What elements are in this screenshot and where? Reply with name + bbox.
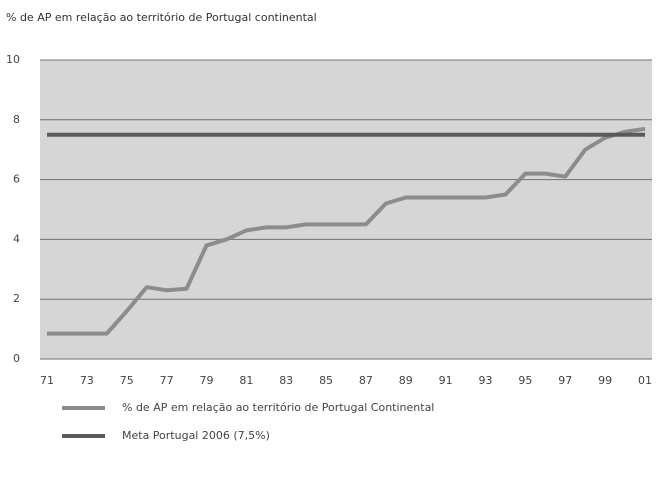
series-line bbox=[47, 126, 646, 336]
chart-title: % de AP em relação ao território de Port… bbox=[6, 11, 317, 24]
legend-label: Meta Portugal 2006 (7,5%) bbox=[122, 429, 270, 442]
y-tick-label: 6 bbox=[13, 173, 20, 186]
x-tick-label: 77 bbox=[160, 374, 174, 387]
x-tick-label: 95 bbox=[518, 374, 532, 387]
plot-area bbox=[40, 60, 652, 359]
x-tick-label: 89 bbox=[399, 374, 413, 387]
x-tick-label: 71 bbox=[40, 374, 54, 387]
x-tick-label: 81 bbox=[239, 374, 253, 387]
x-tick-label: 99 bbox=[598, 374, 612, 387]
y-tick-label: 4 bbox=[13, 232, 20, 245]
x-tick-label: 85 bbox=[319, 374, 333, 387]
x-tick-label: 87 bbox=[359, 374, 373, 387]
y-tick-label: 10 bbox=[6, 53, 20, 66]
x-tick-label: 93 bbox=[479, 374, 493, 387]
x-tick-label: 97 bbox=[558, 374, 572, 387]
y-tick-label: 0 bbox=[13, 352, 20, 365]
x-tick-label: 75 bbox=[120, 374, 134, 387]
x-tick-label: 83 bbox=[279, 374, 293, 387]
x-tick-label: 79 bbox=[199, 374, 213, 387]
x-tick-label: 91 bbox=[439, 374, 453, 387]
y-tick-label: 2 bbox=[13, 292, 20, 305]
legend-label: % de AP em relação ao território de Port… bbox=[122, 401, 434, 414]
x-tick-label: 01 bbox=[638, 374, 652, 387]
x-tick-label: 73 bbox=[80, 374, 94, 387]
y-tick-label: 8 bbox=[13, 113, 20, 126]
